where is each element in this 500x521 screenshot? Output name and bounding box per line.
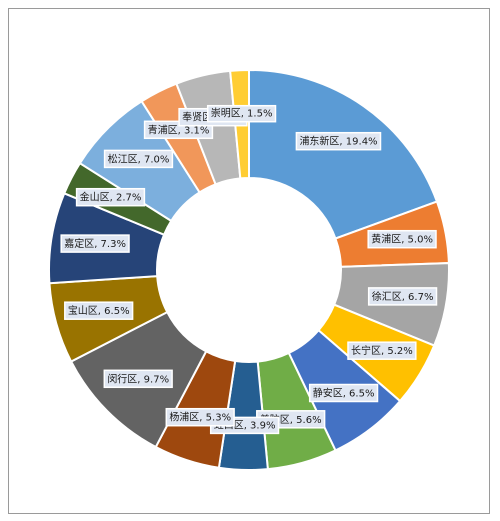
data-label-box-3 bbox=[347, 341, 417, 360]
data-label-text-12: 松江区, 7.0% bbox=[108, 152, 170, 165]
data-label-text-4: 静安区, 6.5% bbox=[313, 387, 375, 400]
data-label-text-8: 闵行区, 9.7% bbox=[107, 372, 169, 385]
data-label-text-2: 徐汇区, 6.7% bbox=[372, 290, 434, 303]
data-label-10: 嘉定区, 7.3% bbox=[60, 234, 130, 253]
data-label-11: 金山区, 2.7% bbox=[75, 187, 146, 207]
data-label-3: 长宁区, 5.2% bbox=[347, 341, 417, 360]
data-label-2: 徐汇区, 6.7% bbox=[367, 287, 438, 306]
data-label-box-7 bbox=[165, 407, 235, 427]
data-label-7: 杨浦区, 5.3% bbox=[165, 407, 235, 427]
data-label-box-8 bbox=[103, 369, 173, 389]
data-label-box-11 bbox=[75, 187, 146, 207]
data-label-8: 闵行区, 9.7% bbox=[103, 369, 173, 389]
data-label-1: 黄浦区, 5.0% bbox=[367, 229, 437, 249]
data-label-15: 崇明区, 1.5% bbox=[206, 104, 277, 123]
data-label-box-15 bbox=[206, 104, 277, 123]
data-label-box-2 bbox=[367, 287, 438, 306]
data-label-box-1 bbox=[367, 229, 437, 249]
data-label-0: 浦东新区, 19.4% bbox=[295, 131, 382, 151]
data-label-text-9: 宝山区, 6.5% bbox=[68, 304, 130, 317]
data-label-box-4 bbox=[308, 383, 379, 403]
data-label-text-15: 崇明区, 1.5% bbox=[211, 108, 273, 120]
data-label-box-9 bbox=[64, 301, 134, 320]
data-label-text-13: 青浦区, 3.1% bbox=[148, 123, 210, 136]
data-label-text-3: 长宁区, 5.2% bbox=[351, 344, 413, 357]
data-label-text-10: 嘉定区, 7.3% bbox=[64, 237, 126, 250]
data-label-text-7: 杨浦区, 5.3% bbox=[169, 411, 231, 424]
slices-layer bbox=[48, 68, 450, 471]
data-label-12: 松江区, 7.0% bbox=[103, 149, 174, 169]
data-label-box-0 bbox=[295, 131, 382, 151]
data-label-box-12 bbox=[103, 149, 174, 169]
data-label-box-10 bbox=[60, 234, 130, 253]
data-label-4: 静安区, 6.5% bbox=[308, 383, 379, 403]
slice-0 bbox=[248, 68, 439, 240]
data-label-text-1: 黄浦区, 5.0% bbox=[371, 233, 433, 246]
data-label-text-0: 浦东新区, 19.4% bbox=[299, 135, 377, 148]
data-label-text-11: 金山区, 2.7% bbox=[80, 191, 142, 204]
data-label-9: 宝山区, 6.5% bbox=[64, 301, 134, 320]
labels-layer: 浦东新区, 19.4% 黄浦区, 5.0% 徐汇区, 6.7% 长宁区, 5.2% 静安… bbox=[60, 104, 438, 435]
